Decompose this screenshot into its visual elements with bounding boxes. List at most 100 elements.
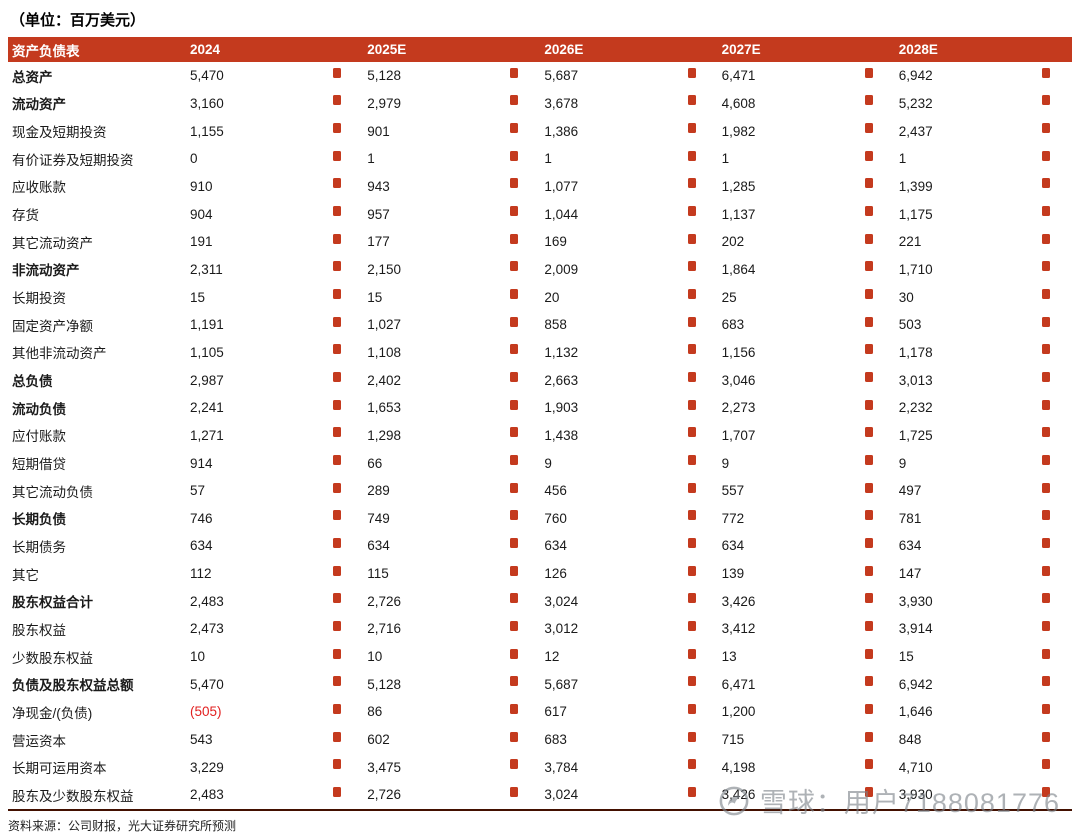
red-marker-icon [864,510,873,521]
cell-value: 1,864 [721,261,756,277]
row-label: 长期负债 [12,512,66,528]
table-row: 短期借贷 914 66 9 9 9 [8,449,1072,477]
value-cell: 1,725 [895,422,1072,450]
red-marker-icon [687,233,696,244]
cell-value: 2,483 [190,593,224,609]
red-marker-icon [864,565,873,576]
red-marker-icon [687,731,696,742]
value-cell: 10 [186,643,363,671]
cell-value: 13 [721,649,737,665]
red-marker-icon [510,206,519,217]
cell-value: 957 [367,206,390,222]
value-cell: 1,155 [186,117,363,145]
table-row: 负债及股东权益总额 5,470 5,128 5,687 6,471 6,942 [8,670,1072,698]
cell-value: 943 [367,178,390,194]
cell-value: 5,470 [190,676,224,692]
value-cell: 1,271 [186,422,363,450]
red-marker-icon [333,261,342,272]
row-label: 其它流动负债 [12,484,93,500]
value-cell: 10 [363,643,540,671]
row-label: 股东权益合计 [12,595,93,611]
value-cell: 634 [718,532,895,560]
value-cell: 2,663 [540,366,717,394]
table-row: 长期可运用资本 3,229 3,475 3,784 4,198 4,710 [8,753,1072,781]
red-marker-icon [864,399,873,410]
red-marker-icon [510,399,519,410]
value-cell: 634 [363,532,540,560]
row-label: 总资产 [12,69,53,85]
row-label: 少数股东权益 [12,650,93,666]
red-marker-icon [333,648,342,659]
value-cell: 1,982 [718,117,895,145]
red-marker-icon [1041,233,1050,244]
value-cell: 1 [363,145,540,173]
value-cell: 1,298 [363,422,540,450]
red-marker-icon [510,150,519,161]
red-marker-icon [864,206,873,217]
row-label: 应收账款 [12,180,66,196]
red-marker-icon [510,95,519,106]
value-cell: 57 [186,477,363,505]
red-marker-icon [510,427,519,438]
red-marker-icon [1041,731,1050,742]
cell-value: 2,437 [898,123,933,139]
value-cell: 1,077 [540,173,717,201]
value-cell: 683 [718,311,895,339]
value-cell: 3,930 [895,781,1072,809]
red-marker-icon [687,455,696,466]
red-marker-icon [1041,178,1050,189]
red-marker-icon [1041,316,1050,327]
cell-value: 1,725 [898,427,933,443]
cell-value: 1,156 [721,344,756,360]
value-cell: 858 [540,311,717,339]
table-row: 营运资本 543 602 683 715 848 [8,726,1072,754]
red-marker-icon [864,593,873,604]
value-cell: 6,471 [718,670,895,698]
value-cell: 30 [895,283,1072,311]
red-marker-icon [864,786,873,797]
cell-value: 2,232 [898,400,933,416]
red-marker-icon [510,289,519,300]
value-cell: 456 [540,477,717,505]
red-marker-icon [864,233,873,244]
value-cell: 749 [363,505,540,533]
red-marker-icon [864,731,873,742]
row-label: 负债及股东权益总额 [12,678,134,694]
cell-value: 9 [721,455,730,471]
cell-value: 557 [721,483,745,499]
value-cell: 1,399 [895,173,1072,201]
cell-value: 3,914 [898,621,933,637]
red-marker-icon [333,676,342,687]
cell-value: 634 [898,538,922,554]
value-cell: 4,198 [718,753,895,781]
value-cell: 957 [363,200,540,228]
table-header-row: 资产负债表 2024 2025E 2026E 2027E 2028E [8,37,1072,62]
red-marker-icon [333,427,342,438]
cell-value: 2,483 [190,787,224,803]
row-label: 流动负债 [12,401,66,417]
value-cell: 2,726 [363,781,540,809]
value-cell: 3,024 [540,587,717,615]
value-cell: 602 [363,726,540,754]
cell-value: 914 [190,455,213,471]
red-marker-icon [1041,206,1050,217]
cell-value: 1,191 [190,317,224,333]
cell-value: 634 [721,538,745,554]
column-header-2024: 2024 [190,42,221,57]
red-marker-icon [333,565,342,576]
cell-value: 15 [190,289,206,305]
table-row: 股东权益 2,473 2,716 3,012 3,412 3,914 [8,615,1072,643]
value-cell: 901 [363,117,540,145]
row-label: 其它流动资产 [12,235,93,251]
red-marker-icon [1041,399,1050,410]
cell-value: 9 [898,455,907,471]
cell-value: 2,009 [544,261,579,277]
table-row: 净现金/(负债) (505) 86 617 1,200 1,646 [8,698,1072,726]
cell-value: 1,044 [544,206,579,222]
value-cell: 112 [186,560,363,588]
cell-value: 3,024 [544,593,579,609]
cell-value: 3,475 [367,759,401,775]
red-marker-icon [1041,344,1050,355]
value-cell: 126 [540,560,717,588]
cell-value: 1,137 [721,206,756,222]
